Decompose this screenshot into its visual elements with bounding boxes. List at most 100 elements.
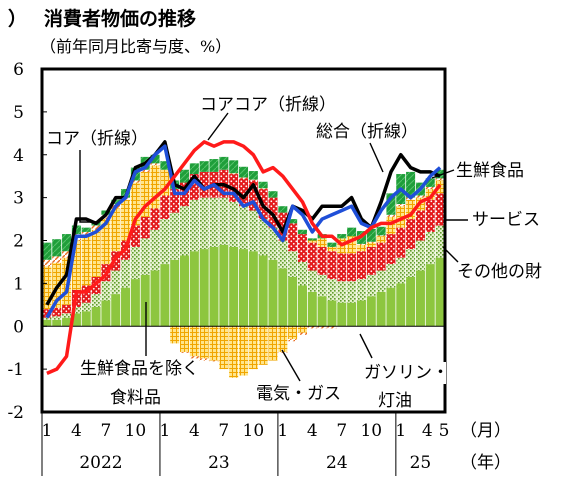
bar-food-excl-fresh: [170, 212, 180, 260]
label-food-line2: 食料品: [110, 388, 161, 408]
bar-fresh-food: [199, 161, 209, 172]
bar-food-excl-fresh: [415, 240, 425, 271]
bar-energy-power: [386, 216, 396, 235]
bar-services: [42, 309, 52, 318]
bar-services: [52, 307, 62, 317]
bar-other-goods: [435, 257, 445, 327]
bar-fresh-food: [219, 156, 229, 170]
bar-food-excl-fresh: [140, 238, 150, 275]
bar-other-goods: [189, 251, 199, 327]
bar-fresh-food: [347, 227, 357, 237]
bar-services: [278, 212, 288, 241]
bar-food-excl-fresh: [278, 240, 288, 269]
bar-fresh-food: [160, 161, 170, 170]
bar-food-excl-fresh: [248, 210, 258, 252]
bar-services: [150, 208, 160, 230]
bar-food-excl-fresh: [425, 231, 435, 265]
x-month-label: 7: [336, 421, 347, 441]
bar-energy-power: [199, 326, 209, 359]
bar-energy-power: [101, 219, 111, 265]
label-core-core: コアコア（折線）: [200, 95, 336, 115]
bar-other-goods: [258, 255, 268, 327]
bar-fuel: [52, 256, 62, 263]
bar-energy-power: [317, 238, 327, 247]
bar-food-excl-fresh: [386, 264, 396, 288]
bar-other-goods: [307, 291, 317, 327]
x-year-label: 2022: [79, 453, 122, 473]
bar-energy-power: [248, 326, 258, 370]
x-month-label: 4: [307, 421, 318, 441]
bar-fuel: [209, 360, 219, 362]
x-year-label: 23: [208, 453, 230, 473]
chart-title: 消費者物価の推移: [44, 7, 196, 30]
heading-mark: ）: [8, 7, 27, 30]
y-tick-label: 4: [13, 146, 24, 166]
bar-fresh-food: [42, 242, 52, 260]
bar-energy-power: [288, 326, 298, 340]
arrow-other-goods: [442, 246, 459, 263]
bar-services: [130, 225, 140, 247]
bar-services: [435, 193, 445, 226]
bar-services: [347, 253, 357, 282]
bar-fresh-food: [268, 191, 278, 198]
bar-fuel: [435, 178, 445, 181]
bar-energy-power: [356, 244, 366, 252]
x-axis: 1 4 7 10 1 4 7 10 1 4 7 10 1 4 5 （月）2022 23 24 25 （年）: [41, 412, 511, 476]
bar-energy-power: [91, 229, 101, 277]
bar-energy-power: [376, 236, 386, 243]
bar-services: [406, 219, 416, 250]
bar-services: [337, 253, 347, 282]
bar-other-goods: [42, 319, 52, 327]
label-bg-food: [80, 358, 190, 380]
y-tick-label: 0: [13, 317, 24, 337]
bar-energy-power: [406, 199, 416, 220]
bar-fuel: [307, 326, 317, 329]
bar-services: [366, 246, 376, 275]
x-month-label: 10: [360, 421, 382, 441]
bar-fresh-food: [229, 160, 239, 174]
bar-fuel: [199, 358, 209, 361]
bar-food-excl-fresh: [42, 317, 52, 320]
x-month-label: 10: [125, 421, 147, 441]
y-tick-label: -1: [7, 360, 24, 380]
x-month-label: 4: [71, 421, 82, 441]
bar-energy-power: [71, 240, 81, 290]
bar-other-goods: [229, 246, 239, 327]
bar-other-goods: [327, 300, 337, 327]
bar-energy-power: [121, 199, 131, 241]
bar-fuel: [140, 169, 150, 172]
bar-food-excl-fresh: [258, 219, 268, 256]
bar-fuel: [238, 177, 249, 179]
bar-other-goods: [52, 319, 62, 327]
bar-fresh-food: [435, 169, 445, 179]
bar-energy-power: [297, 326, 307, 333]
bar-fuel: [327, 326, 337, 329]
bar-fresh-food: [297, 229, 307, 235]
bar-energy-power: [170, 326, 180, 344]
bar-fresh-food: [180, 169, 190, 183]
arrow-core-core: [207, 112, 229, 141]
bar-fuel: [297, 332, 307, 335]
plot-frame: [40, 67, 447, 414]
bar-food-excl-fresh: [130, 246, 140, 280]
bar-services: [307, 242, 317, 271]
bar-other-goods: [356, 300, 366, 327]
bar-other-goods: [347, 302, 357, 327]
bar-fresh-food: [71, 225, 81, 235]
bar-other-goods: [121, 287, 131, 327]
bar-fresh-food: [327, 242, 337, 247]
bar-food-excl-fresh: [71, 306, 81, 314]
bar-food-excl-fresh: [62, 313, 72, 318]
bar-food-excl-fresh: [327, 279, 337, 301]
x-month-label: 1: [42, 421, 53, 441]
bar-services: [396, 227, 406, 258]
x-month-label: 4: [189, 421, 200, 441]
bar-other-goods: [170, 259, 180, 327]
x-unit-year: （年）: [460, 453, 511, 473]
bar-food-excl-fresh: [356, 279, 366, 301]
bar-other-goods: [317, 296, 327, 327]
bar-fresh-food: [209, 159, 219, 172]
label-fuel-line2: 灯油: [378, 391, 412, 411]
y-tick-label: -2: [7, 403, 24, 423]
